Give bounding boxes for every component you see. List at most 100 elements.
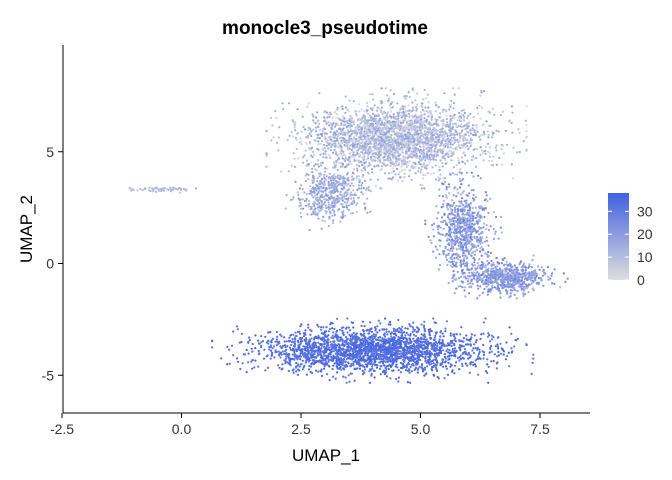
data-point [466,236,469,239]
data-point [319,142,322,145]
data-point [334,377,337,380]
data-point [322,156,325,159]
data-point [405,94,408,98]
data-point [445,232,448,235]
data-point [469,218,472,221]
data-point [411,137,414,140]
data-point [446,134,449,137]
data-point [449,173,452,176]
data-point [511,282,515,285]
data-point [358,165,361,168]
data-point [462,177,465,181]
data-point [310,134,313,138]
data-point [432,228,435,231]
data-point [457,285,460,288]
data-point [399,121,403,125]
data-point [226,363,229,366]
data-point [513,293,516,296]
data-point [470,231,473,234]
data-point [316,193,319,196]
data-point [336,168,339,171]
data-point [479,146,482,149]
data-point [534,279,537,282]
data-point [476,261,479,265]
data-point [305,172,308,175]
data-point [397,158,400,161]
data-point [305,136,308,139]
data-point [525,149,528,153]
data-point [455,248,458,251]
data-point [497,287,501,290]
data-point [434,137,437,141]
data-point [340,122,343,125]
data-point [401,161,404,164]
data-point [434,164,437,167]
data-point [344,159,347,163]
data-point [464,218,467,221]
data-point [492,155,495,158]
data-point [462,245,465,249]
data-point [400,106,403,110]
data-point [425,125,428,128]
data-point [384,87,387,90]
data-point [424,96,428,100]
data-point [411,152,414,155]
data-point [327,147,330,150]
data-point [459,193,462,196]
data-point [452,213,455,216]
data-point [415,156,418,159]
data-point [411,144,414,147]
data-point [302,125,305,128]
data-point [328,124,331,127]
data-point [516,289,519,292]
data-point [460,172,463,175]
data-point [462,114,465,117]
data-point [468,209,471,212]
data-point [387,121,390,124]
data-point [432,154,435,157]
data-point [488,351,491,354]
data-point [381,151,384,154]
data-point [345,192,348,195]
data-point [532,289,535,292]
data-point [437,179,440,182]
data-point [451,277,454,280]
data-point [456,213,459,216]
data-point [464,254,467,257]
data-point [332,166,335,169]
data-point [488,152,491,155]
data-point [364,123,368,126]
data-point [475,157,478,160]
data-point [476,235,479,239]
data-point [438,166,441,169]
data-point [407,112,411,115]
data-point [469,202,472,205]
data-point [343,205,346,209]
data-point [518,150,521,154]
data-point [354,194,358,197]
data-point [495,215,498,219]
data-point [390,134,393,137]
data-point [487,244,490,247]
data-point [359,122,362,125]
data-point [539,276,542,280]
data-point [357,175,360,178]
data-point [426,130,429,134]
data-point [473,261,476,264]
data-point [472,223,476,226]
data-point [340,197,343,200]
data-point [451,280,454,283]
data-point [403,168,406,171]
data-point [389,138,392,141]
data-point [428,122,431,125]
data-point [372,146,375,149]
data-point [458,115,462,118]
data-point [330,126,333,129]
data-point [434,245,437,248]
data-point [379,144,382,147]
data-point [427,158,430,161]
data-point [518,272,521,275]
data-point [336,158,339,161]
data-point [500,148,503,151]
data-point [319,128,322,131]
